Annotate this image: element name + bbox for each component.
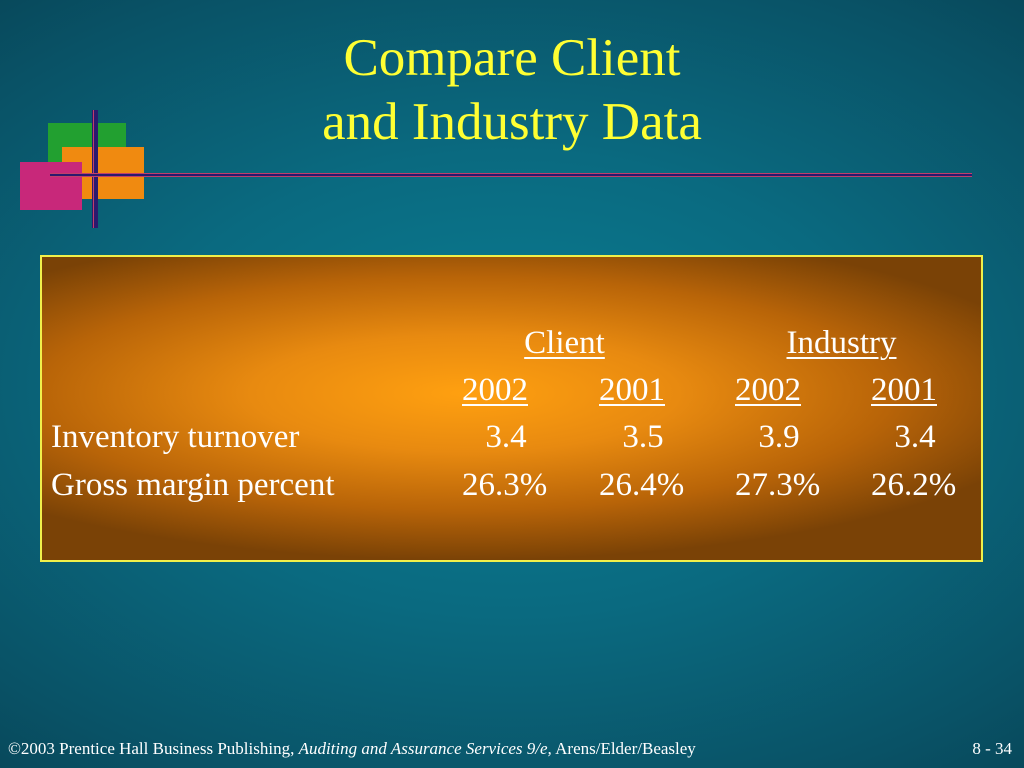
slide-number: 8 - 34 <box>972 739 1012 758</box>
title-line-2: and Industry Data <box>322 93 702 151</box>
slide-title: Compare Client and Industry Data <box>200 26 824 154</box>
industry-header: Industry <box>786 325 897 361</box>
decorative-squares-logo <box>0 0 180 240</box>
gross-margin-industry-2001: 26.2% <box>871 467 957 503</box>
year-header-client-2001: 2001 <box>599 372 665 408</box>
client-header: Client <box>524 325 605 361</box>
gross-margin-industry-2002: 27.3% <box>735 467 821 503</box>
footer-copyright: ©2003 Prentice Hall Business Publishing, <box>8 739 299 758</box>
year-header-client-2002: 2002 <box>462 372 528 408</box>
title-line-1: Compare Client <box>343 29 681 87</box>
title-divider <box>50 173 972 177</box>
row-label-gross-margin: Gross margin percent <box>51 467 335 503</box>
inventory-industry-2001: 3.4 <box>894 419 936 455</box>
inventory-industry-2002: 3.9 <box>758 419 800 455</box>
footer-authors: Arens/Elder/Beasley <box>551 739 696 758</box>
gross-margin-client-2001: 26.4% <box>599 467 685 503</box>
comparison-table: Client Industry 2002 2001 2002 2001 Inve… <box>40 255 983 562</box>
footer-citation: ©2003 Prentice Hall Business Publishing,… <box>8 738 696 760</box>
gross-margin-client-2002: 26.3% <box>462 467 548 503</box>
year-header-industry-2002: 2002 <box>735 372 801 408</box>
inventory-client-2001: 3.5 <box>622 419 664 455</box>
inventory-client-2002: 3.4 <box>485 419 527 455</box>
row-label-inventory-turnover: Inventory turnover <box>51 419 300 455</box>
year-header-industry-2001: 2001 <box>871 372 937 408</box>
footer-book-title: Auditing and Assurance Services 9/e, <box>298 739 552 758</box>
